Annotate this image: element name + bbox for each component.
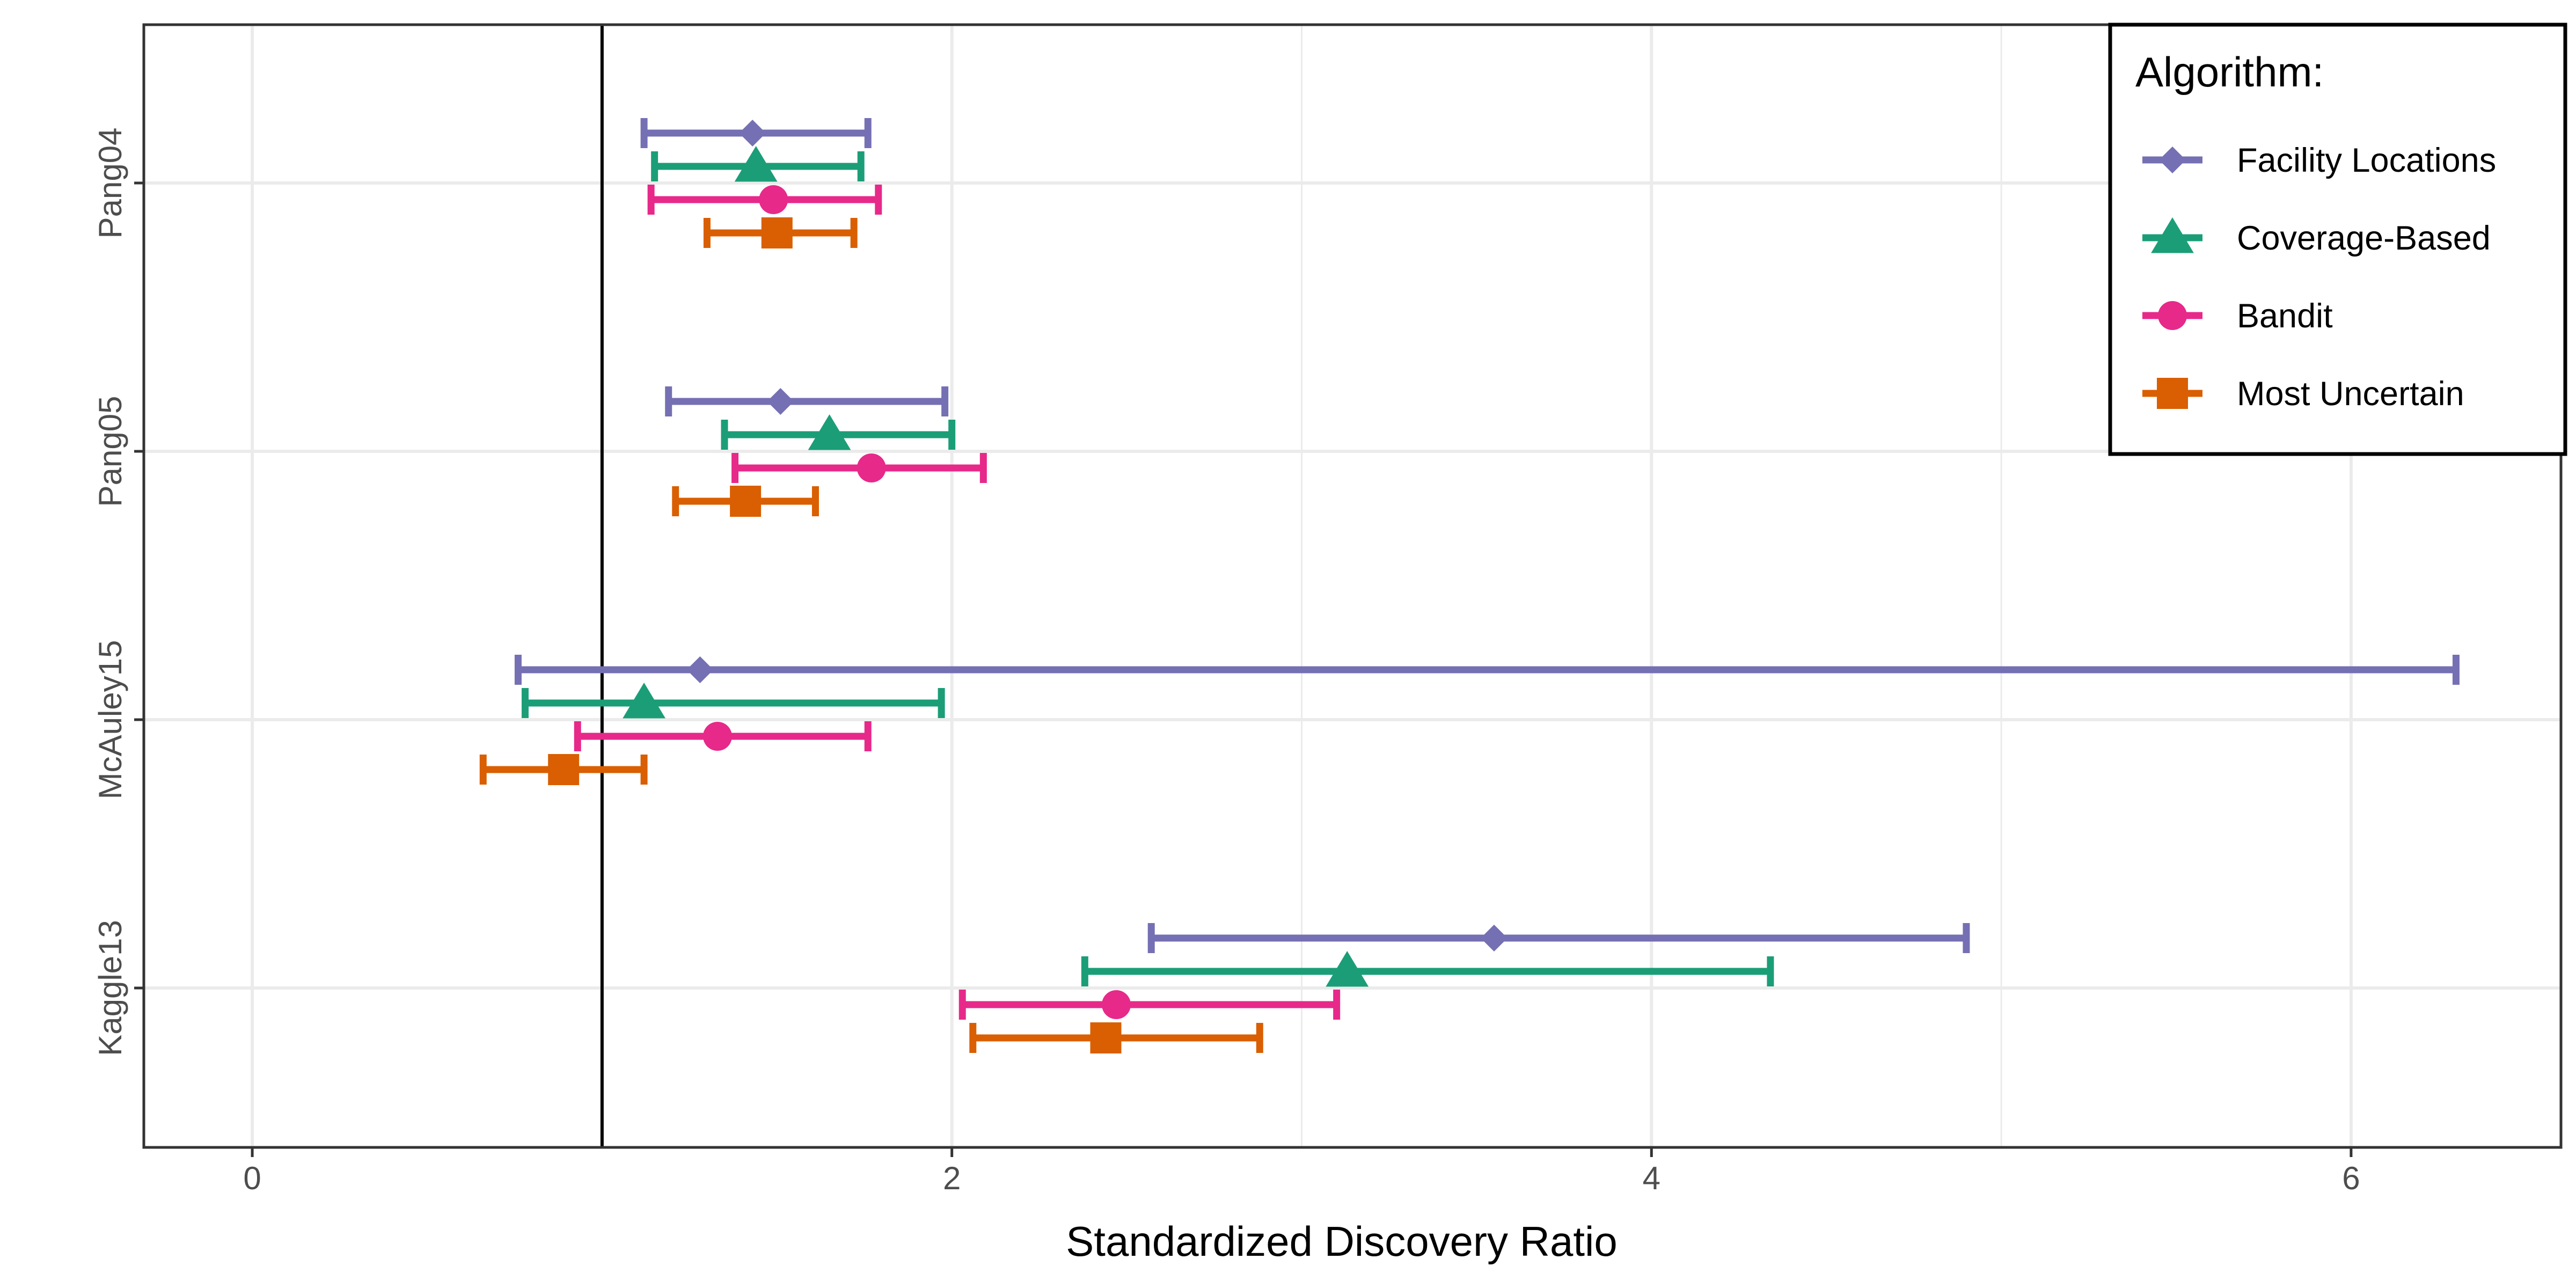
diamond-marker (686, 656, 714, 683)
y-tick-label: McAuley15 (92, 640, 128, 800)
legend-item: Most Uncertain (2142, 375, 2464, 413)
triangle-marker (2151, 217, 2194, 253)
axes: 0 2 4 6 Pang04 Pang05 McAuley15 Kaggle13 (92, 23, 2563, 1196)
circle-marker (702, 722, 732, 751)
y-tick-label: Kaggle13 (92, 920, 128, 1056)
panel-border (142, 23, 2563, 1149)
legend-label: Most Uncertain (2237, 375, 2464, 413)
square-marker (548, 754, 580, 785)
diamond-marker (1480, 925, 1507, 952)
square-marker (730, 486, 762, 517)
plot-panel (144, 25, 2561, 1147)
series-coverage-based (521, 146, 1774, 987)
circle-marker (2158, 301, 2187, 330)
triangle-marker (734, 146, 778, 182)
triangle-marker (623, 683, 665, 719)
x-tick-label: 0 (243, 1160, 261, 1196)
circle-marker (1102, 990, 1131, 1019)
diamond-marker (739, 120, 766, 147)
legend: Algorithm: Facility Locations Coverage-Bas… (2108, 23, 2567, 456)
circle-marker (759, 185, 788, 214)
y-tick-label: Pang05 (92, 396, 128, 507)
triangle-marker (808, 414, 851, 450)
legend-item: Bandit (2142, 297, 2333, 335)
x-tick-label: 2 (943, 1160, 961, 1196)
diamond-marker (2159, 147, 2186, 173)
diamond-marker (767, 388, 794, 415)
x-tick-label: 4 (1643, 1160, 1660, 1196)
triangle-marker (1326, 951, 1369, 987)
square-marker (2157, 378, 2188, 409)
x-axis-title: Standardized Discovery Ratio (1066, 1218, 1617, 1265)
x-tick-label: 6 (2342, 1160, 2360, 1196)
legend-item: Coverage-Based (2142, 217, 2491, 257)
legend-label: Coverage-Based (2237, 219, 2491, 257)
square-marker (761, 217, 793, 248)
series-bandit (574, 185, 1341, 1020)
y-tick-label: Pang04 (92, 128, 128, 239)
legend-item: Facility Locations (2142, 142, 2496, 179)
legend-label: Facility Locations (2237, 142, 2496, 179)
legend-title: Algorithm: (2135, 48, 2324, 96)
square-marker (1090, 1022, 1122, 1053)
series-most-uncertain (479, 217, 1263, 1053)
legend-label: Bandit (2237, 297, 2333, 335)
circle-marker (857, 453, 886, 482)
series-facility-locations (514, 118, 2460, 953)
